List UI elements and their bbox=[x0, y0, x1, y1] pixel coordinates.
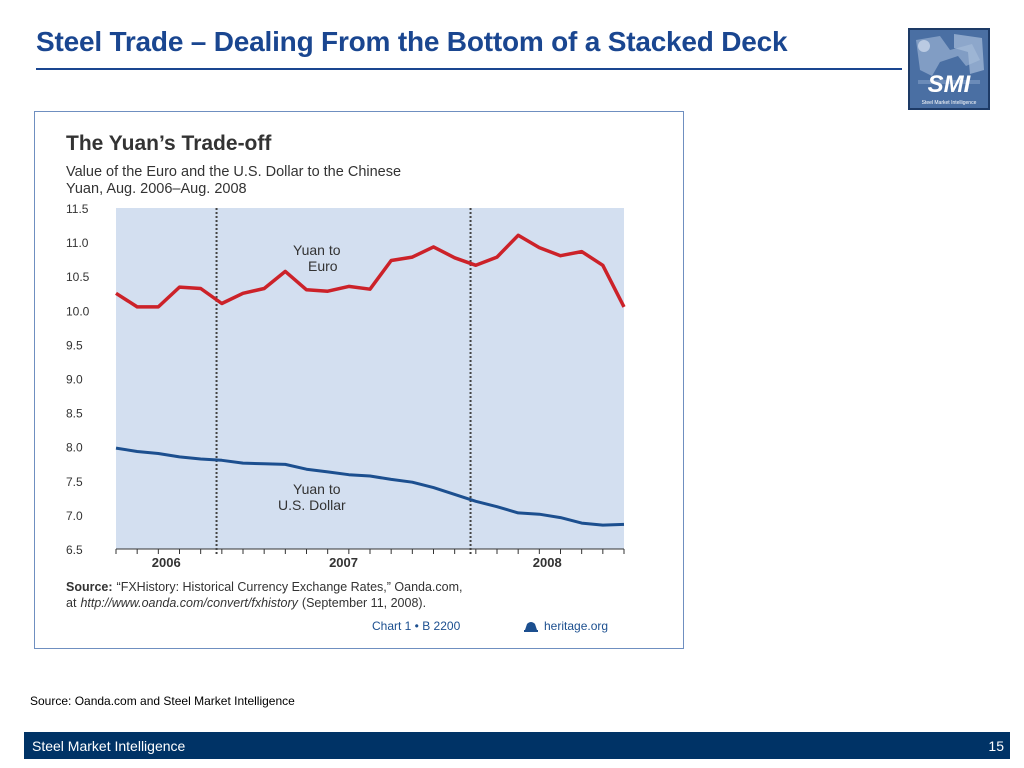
chart-credit-site: heritage.org bbox=[544, 619, 608, 633]
plot-area bbox=[116, 208, 624, 549]
year-dividers bbox=[215, 208, 472, 555]
y-tick-label: 11.0 bbox=[66, 236, 89, 250]
logo-text: SMI bbox=[928, 71, 972, 98]
y-tick-label: 11.5 bbox=[66, 202, 89, 216]
chart-source-label: Source: bbox=[66, 580, 113, 594]
euro-series-label-line2: Euro bbox=[308, 258, 338, 274]
chart-source-text: “FXHistory: Historical Currency Exchange… bbox=[117, 580, 463, 594]
footer-bar: Steel Market Intelligence 15 bbox=[24, 732, 1010, 759]
chart-subtitle-line2: Yuan, Aug. 2006–Aug. 2008 bbox=[66, 181, 247, 197]
y-tick-label: 7.5 bbox=[66, 475, 83, 489]
chart-frame: The Yuan’s Trade-off Value of the Euro a… bbox=[34, 111, 684, 649]
series-lines bbox=[115, 233, 626, 527]
x-year-label: 2007 bbox=[329, 555, 358, 570]
y-tick-label: 10.0 bbox=[66, 304, 90, 318]
page-number: 15 bbox=[988, 738, 1004, 754]
yuan-to-euro-line bbox=[115, 233, 626, 309]
title-divider bbox=[36, 68, 902, 70]
y-tick-label: 10.5 bbox=[66, 270, 90, 284]
dollar-series-label-line2: U.S. Dollar bbox=[278, 497, 346, 513]
x-axis: 2006 2007 2008 bbox=[115, 548, 625, 570]
chart-source-line2: at http://www.oanda.com/convert/fxhistory… bbox=[66, 596, 426, 610]
chart-source-at: at bbox=[66, 596, 77, 610]
x-year-label: 2006 bbox=[152, 555, 181, 570]
y-tick-label: 9.5 bbox=[66, 338, 83, 352]
chart-source-line1: Source: “FXHistory: Historical Currency E… bbox=[66, 580, 463, 594]
chart-credit-id: Chart 1 • B 2200 bbox=[372, 619, 461, 633]
y-axis: 11.5 11.0 10.5 10.0 9.5 9.0 8.5 8.0 7.5 7.0 6.5 bbox=[66, 202, 90, 557]
bell-icon bbox=[524, 622, 538, 632]
chart-title: The Yuan’s Trade-off bbox=[66, 132, 272, 155]
y-tick-label: 8.0 bbox=[66, 441, 83, 455]
y-tick-label: 6.5 bbox=[66, 543, 83, 557]
currency-line-chart: The Yuan’s Trade-off Value of the Euro a… bbox=[66, 132, 626, 633]
slide-title: Steel Trade – Dealing From the Bottom of… bbox=[36, 26, 788, 57]
chart-source-date: (September 11, 2008). bbox=[302, 596, 426, 610]
euro-series-label-line1: Yuan to bbox=[293, 242, 341, 258]
chart-source-url: http://www.oanda.com/convert/fxhistory bbox=[80, 596, 298, 610]
dollar-series-label-line1: Yuan to bbox=[293, 481, 341, 497]
y-tick-label: 9.0 bbox=[66, 373, 83, 387]
chart-subtitle-line1: Value of the Euro and the U.S. Dollar to… bbox=[66, 164, 401, 180]
y-tick-label: 8.5 bbox=[66, 407, 83, 421]
slide-source-note: Source: Oanda.com and Steel Market Intel… bbox=[30, 694, 295, 708]
footer-company-name: Steel Market Intelligence bbox=[32, 738, 186, 754]
smi-logo: SMI Steel Market Intelligence bbox=[908, 28, 990, 110]
smi-logo-graphic: SMI Steel Market Intelligence bbox=[910, 30, 988, 108]
y-tick-label: 7.0 bbox=[66, 509, 83, 523]
x-year-label: 2008 bbox=[533, 555, 562, 570]
logo-subtext: Steel Market Intelligence bbox=[922, 100, 977, 106]
yuan-to-dollar-line bbox=[115, 446, 625, 527]
